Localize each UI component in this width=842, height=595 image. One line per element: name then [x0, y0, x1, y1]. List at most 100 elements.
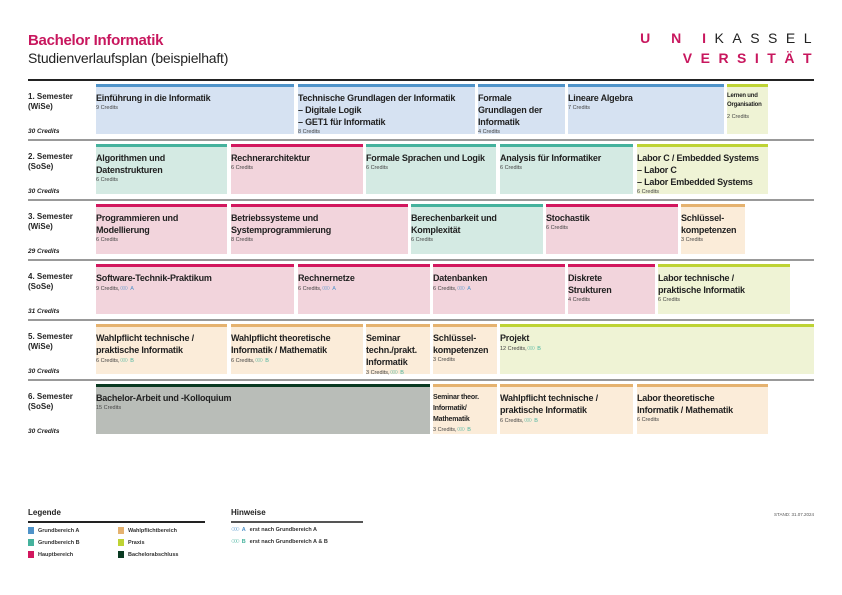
- module-name: Diskrete Strukturen: [568, 273, 612, 295]
- credits-text: 6 Credits: [500, 165, 523, 171]
- module-card[interactable]: Analysis für Informatiker 6 Credits: [500, 144, 633, 194]
- credits-text: 6 Credits,: [433, 286, 457, 292]
- module-card[interactable]: Formale Grundlagen der Informatik 4 Credi…: [478, 84, 565, 135]
- module-credits: 2 Credits: [727, 114, 768, 120]
- divider: [231, 521, 363, 523]
- credits-text: 6 Credits: [96, 237, 119, 243]
- credits-text: 6 Credits: [231, 165, 254, 171]
- module-name: Lineare Algebra: [568, 93, 633, 103]
- module-name: Betriebssysteme und Systemprogrammierung: [231, 213, 332, 235]
- module-card[interactable]: Rechnernetze 6 Credits, ○○○ A: [298, 264, 430, 314]
- module-card[interactable]: Einführung in die Informatik 9 Credits: [96, 84, 294, 134]
- legend-label: Grundbereich A: [38, 527, 80, 534]
- module-name: Schlüssel- kompetenzen: [433, 333, 489, 355]
- module-card[interactable]: Bachelor-Arbeit und -Kolloquium 15 Credit…: [96, 384, 430, 434]
- legend-title: Legende: [28, 508, 61, 517]
- module-credits: 7 Credits: [568, 105, 724, 111]
- credits-text: 4 Credits: [568, 297, 591, 303]
- credits-text: 6 Credits: [411, 237, 434, 243]
- module-card[interactable]: Berechenbarkeit und Komplexität 6 Credits: [411, 204, 543, 254]
- credits-text: 6 Credits: [658, 297, 681, 303]
- module-card[interactable]: Labor technische / praktische Informatik…: [658, 264, 790, 314]
- module-card[interactable]: Lineare Algebra 7 Credits: [568, 84, 724, 134]
- prerequisite-letter: A: [467, 286, 471, 292]
- credits-text: 6 Credits: [366, 165, 389, 171]
- module-card[interactable]: Projekt 12 Credits, ○○○ B: [500, 324, 814, 374]
- module-card[interactable]: Diskrete Strukturen 4 Credits: [568, 264, 655, 314]
- module-name: Stochastik: [546, 213, 590, 223]
- credits-text: 6 Credits,: [298, 286, 322, 292]
- module-name: Seminar theor. Informatik/ Mathematik: [433, 394, 479, 423]
- module-credits: 6 Credits, ○○○ B: [500, 417, 633, 424]
- module-card[interactable]: Programmieren und Modellierung 6 Credits: [96, 204, 227, 254]
- semester-credits: 29 Credits: [28, 248, 60, 255]
- stand-date: STAND: 31.07.2024: [774, 512, 814, 517]
- legend-item: Praxis: [118, 539, 145, 546]
- row-divider: [28, 259, 814, 261]
- prerequisite-rings-icon: ○○○: [231, 538, 240, 545]
- prerequisite-rings-icon: ○○○: [254, 357, 264, 364]
- divider: [28, 79, 814, 81]
- hint-text: erst nach Grundbereich A: [249, 526, 318, 533]
- module-name: Algorithmen und Datenstrukturen: [96, 153, 165, 175]
- semester-term: (SoSe): [28, 162, 54, 171]
- credits-text: 7 Credits: [568, 105, 591, 111]
- module-card[interactable]: Stochastik 6 Credits: [546, 204, 678, 254]
- module-card[interactable]: Datenbanken 6 Credits, ○○○ A: [433, 264, 565, 314]
- module-credits: 6 Credits, ○○○ B: [231, 357, 363, 364]
- module-credits: 12 Credits, ○○○ B: [500, 345, 814, 352]
- page-title: Bachelor Informatik: [28, 32, 164, 49]
- legend-swatch: [28, 527, 34, 534]
- module-card[interactable]: Labor theoretische Informatik / Mathemat…: [637, 384, 768, 434]
- legend-label: Bachelorabschluss: [128, 551, 179, 558]
- semester-label: 3. Semester (WiSe): [28, 212, 73, 232]
- hint-letter: A: [241, 526, 246, 533]
- semester-name: 2. Semester: [28, 152, 73, 161]
- module-credits: 6 Credits: [96, 177, 227, 183]
- module-card[interactable]: Wahlpflicht theoretische Informatik / Ma…: [231, 324, 363, 374]
- module-credits: 6 Credits, ○○○ A: [433, 285, 565, 292]
- legend-label: Grundbereich B: [38, 539, 80, 546]
- module-card[interactable]: Rechnerarchitektur 6 Credits: [231, 144, 363, 194]
- prerequisite-letter: B: [467, 427, 471, 433]
- semester-credits: 30 Credits: [28, 428, 60, 435]
- module-card[interactable]: Seminar theor. Informatik/ Mathematik 3 C…: [433, 384, 497, 434]
- credits-text: 6 Credits: [546, 225, 569, 231]
- module-name: Software-Technik-Praktikum: [96, 273, 212, 283]
- module-card[interactable]: Wahlpflicht technische / praktische Info…: [500, 384, 633, 434]
- module-credits: 6 Credits: [411, 237, 543, 243]
- row-divider: [28, 319, 814, 321]
- prerequisite-rings-icon: ○○○: [523, 417, 533, 424]
- credits-text: 9 Credits,: [96, 286, 120, 292]
- module-card[interactable]: Algorithmen und Datenstrukturen 6 Credits: [96, 144, 227, 194]
- module-card[interactable]: Seminar techn./prakt. Informatik 3 Credit…: [366, 324, 430, 376]
- semester-term: (WiSe): [28, 222, 53, 231]
- module-card[interactable]: Software-Technik-Praktikum 9 Credits, ○○○…: [96, 264, 294, 314]
- university-logo-line2: VERSITÄT: [682, 50, 820, 66]
- module-card[interactable]: Formale Sprachen und Logik 6 Credits: [366, 144, 496, 194]
- module-name: Formale Grundlagen der Informatik: [478, 93, 543, 127]
- module-card[interactable]: Betriebssysteme und Systemprogrammierung…: [231, 204, 408, 254]
- semester-term: (WiSe): [28, 342, 53, 351]
- hints: Hinweise: [231, 508, 363, 523]
- module-card[interactable]: Schlüssel- kompetenzen 3 Credits: [681, 204, 745, 254]
- module-name: Schlüssel- kompetenzen: [681, 213, 737, 235]
- semester-term: (SoSe): [28, 282, 54, 291]
- module-card[interactable]: Schlüssel- kompetenzen 3 Credits: [433, 324, 497, 374]
- module-credits: 3 Credits: [433, 357, 497, 363]
- module-credits: 6 Credits: [500, 165, 633, 171]
- semester-name: 1. Semester: [28, 92, 73, 101]
- semester-name: 3. Semester: [28, 212, 73, 221]
- module-credits: 6 Credits: [366, 165, 496, 171]
- prerequisite-rings-icon: ○○○: [119, 285, 129, 292]
- legend-swatch: [28, 551, 34, 558]
- module-card[interactable]: Wahlpflicht technische / praktische Info…: [96, 324, 227, 374]
- module-credits: 9 Credits: [96, 105, 294, 111]
- module-credits: 6 Credits: [96, 237, 227, 243]
- module-credits: 6 Credits: [546, 225, 678, 231]
- module-name: Wahlpflicht theoretische Informatik / Ma…: [231, 333, 331, 355]
- module-card[interactable]: Labor C / Embedded Systems – Labor C – L…: [637, 144, 768, 195]
- module-card[interactable]: Technische Grundlagen der Informatik – D…: [298, 84, 475, 135]
- divider: [28, 521, 205, 523]
- module-card[interactable]: Lernen und Organisation 2 Credits: [727, 84, 768, 134]
